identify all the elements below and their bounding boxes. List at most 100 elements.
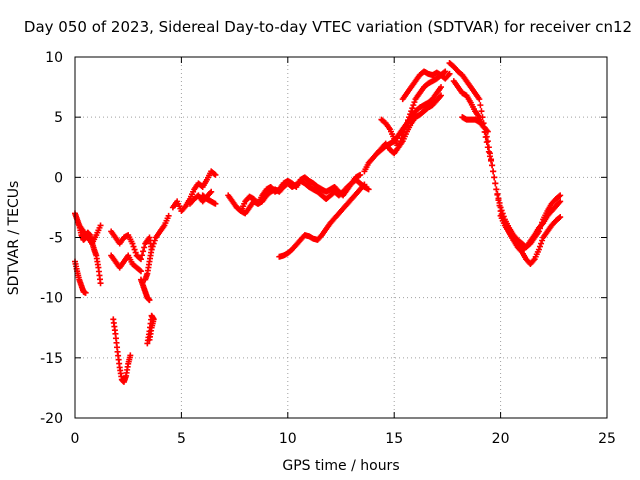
data-point [212,171,219,178]
series-track-u [450,78,564,267]
series-track-v [459,114,491,135]
data-point [484,128,491,135]
data-point [478,108,485,115]
data-point [476,96,483,103]
series-track-s [399,68,453,103]
data-point [150,240,157,247]
y-tick-label: -10 [40,291,63,307]
data-point [149,243,156,250]
data-point [556,214,563,221]
data-point [141,244,148,251]
data-point [146,336,153,343]
data-point [492,180,499,187]
data-point [486,153,493,160]
data-point [136,267,143,274]
data-point [556,193,563,200]
data-point [129,240,136,247]
series-track-w [497,198,564,253]
data-points [72,60,564,385]
series-track-j [169,168,219,215]
data-point [488,157,495,164]
data-point [212,200,219,207]
x-tick-labels: 0 5 10 15 20 25 [71,431,616,447]
data-point [361,181,368,188]
data-point [485,148,492,155]
data-point [131,246,138,253]
data-point [496,202,503,209]
data-point [146,297,153,304]
data-point [409,105,416,112]
data-point [491,174,498,181]
x-tick-label: 5 [177,431,186,447]
y-tick-label: 10 [45,50,63,66]
data-point [477,102,484,109]
data-point [483,139,490,146]
series-track-r [378,92,445,151]
axis-ticks [74,56,608,419]
data-point [208,188,215,195]
data-point [489,162,496,169]
series-track-o [276,181,368,260]
y-axis-label: SDTVAR / TECUs [6,181,22,296]
data-point [482,134,489,141]
data-point [490,168,497,175]
x-tick-label: 15 [385,431,403,447]
data-point [557,198,564,205]
data-point [402,123,409,130]
x-tick-label: 0 [71,431,80,447]
data-point [441,69,448,76]
data-point [484,144,491,151]
data-point [97,280,104,287]
data-point [357,171,364,178]
data-point [539,237,546,244]
series-track-l [199,192,219,207]
data-point [438,92,445,99]
data-point [484,138,491,145]
data-point [557,192,564,199]
data-point [165,212,172,219]
data-point [411,99,418,106]
x-tick-label: 20 [492,431,510,447]
data-point [151,237,158,244]
data-point [438,84,445,91]
data-point [130,243,137,250]
data-point [140,248,147,255]
y-tick-label: -5 [49,231,63,247]
data-point [442,68,449,75]
data-point [82,289,89,296]
data-point [137,256,144,263]
series-track-f [110,316,134,385]
data-point [536,243,543,250]
data-point [136,255,143,262]
y-tick-label: -15 [40,351,63,367]
data-point [132,249,139,256]
data-point [137,268,144,275]
data-point [494,191,501,198]
data-point [538,240,545,247]
series-track-n [233,176,372,217]
y-tick-labels: -20 -15 -10 -5 0 5 10 [40,50,63,427]
series-track-c [76,222,104,247]
y-tick-label: 0 [54,170,63,186]
data-point [493,186,500,193]
data-point [97,222,104,229]
grid-lines [75,57,607,418]
data-point [557,214,564,221]
data-point [365,186,372,193]
x-tick-label: 25 [598,431,616,447]
series-track-e [108,252,144,275]
series-track-h [142,212,172,283]
data-point [410,102,417,109]
series-track-d [108,228,155,263]
series-track-g [144,312,157,347]
series-track-b [72,258,89,296]
x-axis-label: GPS time / hours [282,458,399,474]
data-point [535,246,542,253]
chart-title: Day 050 of 2023, Sidereal Day-to-day VTE… [24,18,632,36]
data-point [139,252,146,259]
x-tick-label: 10 [279,431,297,447]
series-track-p [361,68,449,175]
data-point [127,352,134,359]
data-point [495,197,502,204]
